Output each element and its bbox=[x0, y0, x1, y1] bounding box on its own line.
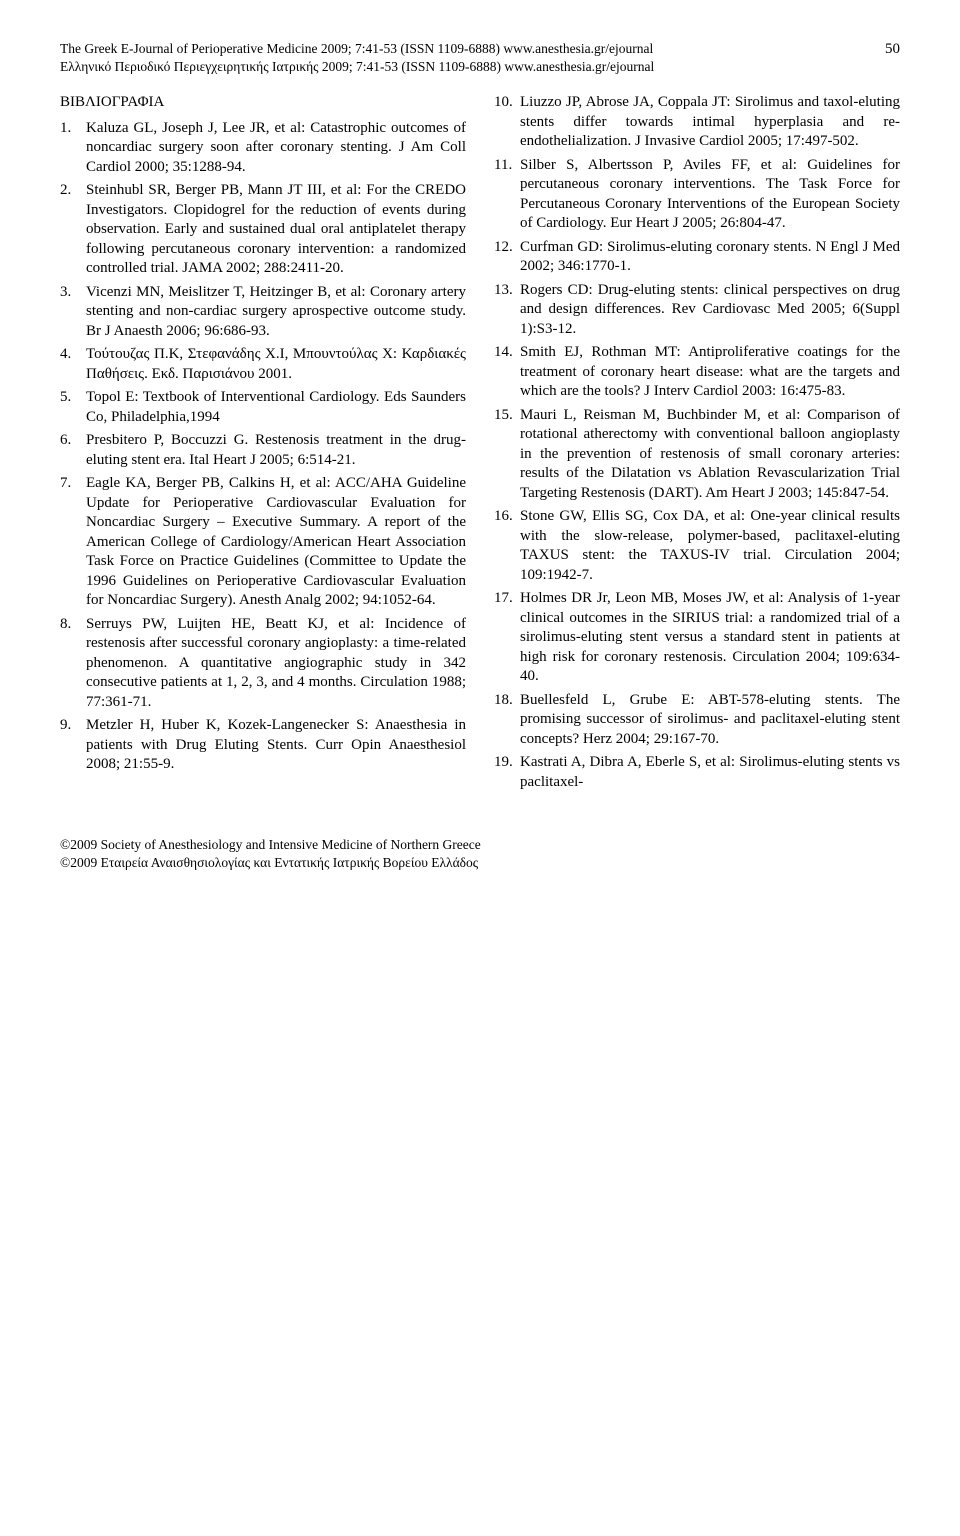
references-left: Kaluza GL, Joseph J, Lee JR, et al: Cata… bbox=[60, 119, 466, 775]
copyright-footer: ©2009 Society of Anesthesiology and Inte… bbox=[60, 836, 900, 871]
content-columns: ΒΙΒΛΙΟΓΡΑΦΙΑ Kaluza GL, Joseph J, Lee JR… bbox=[60, 93, 900, 796]
footer-line-en: ©2009 Society of Anesthesiology and Inte… bbox=[60, 836, 900, 854]
reference-item: Kastrati A, Dibra A, Eberle S, et al: Si… bbox=[494, 753, 900, 792]
header-line-en: The Greek E-Journal of Perioperative Med… bbox=[60, 40, 865, 58]
page-number: 50 bbox=[865, 40, 900, 60]
reference-item: Topol E: Textbook of Interventional Card… bbox=[60, 388, 466, 427]
reference-item: Kaluza GL, Joseph J, Lee JR, et al: Cata… bbox=[60, 119, 466, 178]
journal-header-left: The Greek E-Journal of Perioperative Med… bbox=[60, 40, 865, 75]
reference-item: Rogers CD: Drug-eluting stents: clinical… bbox=[494, 281, 900, 340]
references-right: Liuzzo JP, Abrose JA, Coppala JT: Siroli… bbox=[494, 93, 900, 792]
reference-item: Silber S, Albertsson P, Aviles FF, et al… bbox=[494, 156, 900, 234]
left-column: ΒΙΒΛΙΟΓΡΑΦΙΑ Kaluza GL, Joseph J, Lee JR… bbox=[60, 93, 466, 796]
reference-item: Curfman GD: Sirolimus-eluting coronary s… bbox=[494, 238, 900, 277]
reference-item: Vicenzi MN, Meislitzer T, Heitzinger B, … bbox=[60, 283, 466, 342]
journal-header: The Greek E-Journal of Perioperative Med… bbox=[60, 40, 900, 75]
reference-item: Steinhubl SR, Berger PB, Mann JT III, et… bbox=[60, 181, 466, 279]
reference-item: Liuzzo JP, Abrose JA, Coppala JT: Siroli… bbox=[494, 93, 900, 152]
bibliography-title: ΒΙΒΛΙΟΓΡΑΦΙΑ bbox=[60, 93, 466, 113]
reference-item: Metzler H, Huber K, Kozek-Langenecker S:… bbox=[60, 716, 466, 775]
reference-item: Buellesfeld L, Grube E: ABT-578-eluting … bbox=[494, 691, 900, 750]
reference-item: Smith EJ, Rothman MT: Antiproliferative … bbox=[494, 343, 900, 402]
reference-item: Holmes DR Jr, Leon MB, Moses JW, et al: … bbox=[494, 589, 900, 687]
reference-item: Τούτουζας Π.Κ, Στεφανάδης Χ.Ι, Μπουντούλ… bbox=[60, 345, 466, 384]
reference-item: Eagle KA, Berger PB, Calkins H, et al: A… bbox=[60, 474, 466, 611]
reference-item: Mauri L, Reisman M, Buchbinder M, et al:… bbox=[494, 406, 900, 504]
header-line-gr: Ελληνικό Περιοδικό Περιεγχειρητικής Ιατρ… bbox=[60, 58, 865, 76]
reference-item: Presbitero P, Boccuzzi G. Restenosis tre… bbox=[60, 431, 466, 470]
reference-item: Stone GW, Ellis SG, Cox DA, et al: One-y… bbox=[494, 507, 900, 585]
footer-line-gr: ©2009 Εταιρεία Αναισθησιολογίας και Εντα… bbox=[60, 854, 900, 872]
reference-item: Serruys PW, Luijten HE, Beatt KJ, et al:… bbox=[60, 615, 466, 713]
right-column: Liuzzo JP, Abrose JA, Coppala JT: Siroli… bbox=[494, 93, 900, 796]
